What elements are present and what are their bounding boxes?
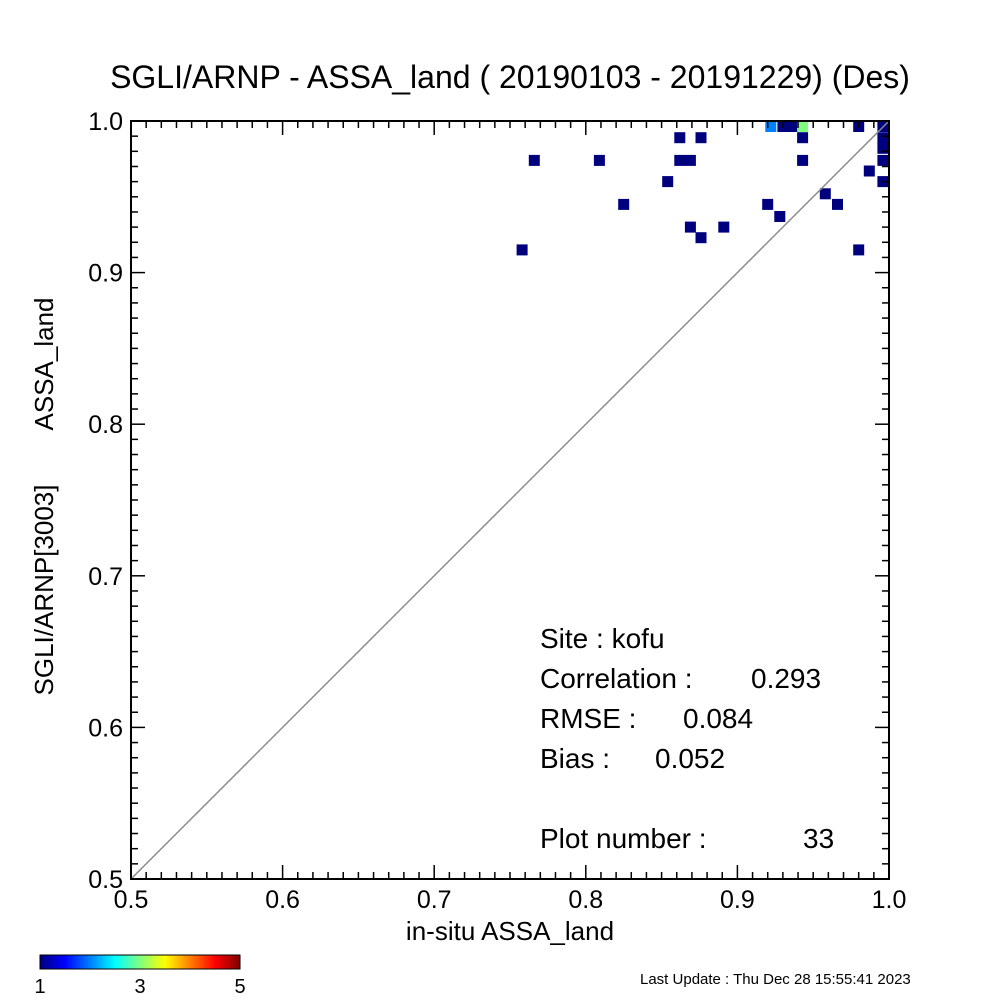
data-point-0: [516, 244, 528, 256]
x-tick-label: 0.5: [114, 886, 149, 914]
data-point-6: [674, 132, 686, 144]
rmse-value: 0.084: [683, 703, 753, 734]
x-tick-label: 0.6: [265, 886, 300, 914]
x-tick-label: 1.0: [872, 886, 907, 914]
data-point-4: [662, 176, 674, 188]
data-point-14: [774, 211, 786, 222]
rmse-label: RMSE :: [540, 703, 636, 734]
data-point-10: [695, 232, 707, 244]
colorbar: 1 3 5: [34, 954, 246, 998]
data-point-3: [618, 198, 630, 210]
data-point-13: [765, 121, 777, 132]
x-tick-label: 0.7: [417, 886, 452, 914]
y-axis-label-line2: ASSA_land: [29, 298, 59, 431]
data-point-5: [674, 154, 686, 166]
data-point-9: [695, 132, 707, 144]
colorbar-mid-label: 3: [134, 976, 145, 998]
data-point-19: [797, 154, 809, 166]
y-tick-label: 0.6: [88, 714, 123, 742]
x-tick-label: 0.9: [720, 886, 755, 914]
colorbar-gradient: [39, 954, 241, 970]
data-point-11: [718, 221, 730, 233]
data-point-21: [832, 198, 843, 210]
y-tick-label: 0.9: [88, 260, 123, 288]
data-point-23: [853, 244, 865, 256]
data-point-20: [819, 188, 831, 200]
data-point-7: [684, 154, 696, 166]
x-tick-label: 0.8: [568, 886, 603, 914]
data-point-17: [797, 121, 809, 132]
data-point-16: [786, 121, 798, 132]
y-tick-label: 0.7: [88, 563, 123, 591]
last-update-text: Last Update : Thu Dec 28 15:55:41 2023: [640, 971, 911, 988]
chart-title: SGLI/ARNP - ASSA_land ( 20190103 - 20191…: [110, 59, 910, 95]
axis-ticks: [130, 120, 890, 880]
data-point-27: [877, 142, 889, 154]
data-point-2: [593, 154, 605, 166]
x-tick-labels: 0.5 0.6 0.7 0.8 0.9 1.0: [114, 886, 907, 914]
y-axis-label-line1: SGLI/ARNP[3003]: [29, 485, 59, 696]
x-axis-label: in-situ ASSA_land: [406, 916, 614, 946]
data-point-1: [528, 154, 540, 166]
data-point-8: [684, 221, 696, 233]
site-label: Site : kofu: [540, 623, 665, 654]
data-points: [516, 121, 889, 256]
data-point-12: [762, 198, 774, 210]
y-tick-label: 0.5: [88, 866, 123, 894]
y-tick-labels: 0.5 0.6 0.7 0.8 0.9 1.0: [88, 108, 123, 894]
plot-number-label: Plot number :: [540, 823, 707, 854]
correlation-label: Correlation :: [540, 663, 693, 694]
correlation-value: 0.293: [751, 663, 821, 694]
data-point-24: [863, 165, 875, 177]
y-tick-label: 1.0: [88, 108, 123, 136]
data-point-26: [877, 132, 889, 144]
data-point-28: [877, 154, 889, 166]
data-point-18: [797, 132, 809, 144]
one-to-one-line: [130, 120, 890, 880]
stats-box: Site : kofu Correlation : 0.293 RMSE : 0…: [540, 623, 834, 854]
colorbar-max-label: 5: [234, 976, 245, 998]
colorbar-min-label: 1: [34, 976, 45, 998]
bias-value: 0.052: [655, 743, 725, 774]
bias-label: Bias :: [540, 743, 610, 774]
plot-number-value: 33: [803, 823, 834, 854]
y-tick-label: 0.8: [88, 411, 123, 439]
